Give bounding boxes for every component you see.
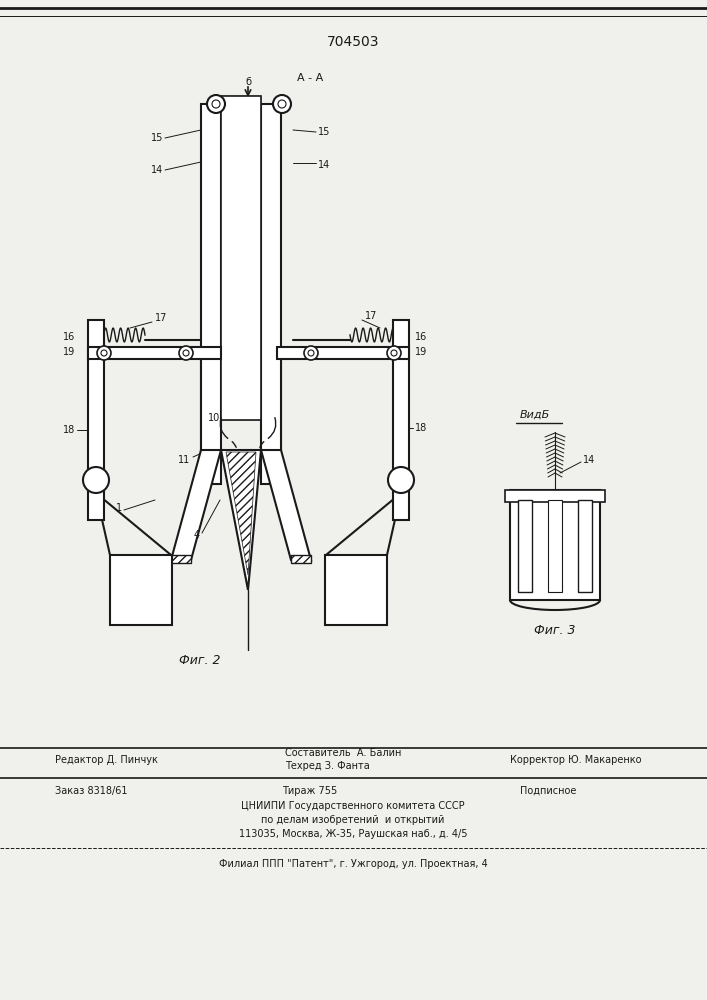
Text: Редактор Д. Пинчук: Редактор Д. Пинчук [55, 755, 158, 765]
Text: 15: 15 [318, 127, 330, 137]
Circle shape [212, 100, 220, 108]
Text: Заказ 8318/61: Заказ 8318/61 [55, 786, 127, 796]
Text: Фиг. 2: Фиг. 2 [180, 654, 221, 666]
Polygon shape [221, 450, 261, 590]
Circle shape [388, 467, 414, 493]
Bar [396, 323, 406, 517]
Text: 4: 4 [194, 530, 200, 540]
Text: 113035, Москва, Ж-35, Раушская наб., д. 4/5: 113035, Москва, Ж-35, Раушская наб., д. … [239, 829, 467, 839]
Circle shape [97, 346, 111, 360]
Circle shape [183, 350, 189, 356]
Bar [91, 323, 101, 517]
Bar [264, 107, 278, 481]
Text: 14: 14 [318, 160, 330, 170]
Text: 18: 18 [63, 425, 75, 435]
Text: 17: 17 [365, 311, 378, 321]
Text: 19: 19 [63, 347, 75, 357]
Circle shape [391, 350, 397, 356]
Bar [221, 96, 261, 420]
Text: Филиал ППП "Патент", г. Ужгород, ул. Проектная, 4: Филиал ППП "Патент", г. Ужгород, ул. Про… [218, 859, 487, 869]
Text: Подписное: Подписное [520, 786, 576, 796]
Text: ВидБ: ВидБ [520, 410, 550, 420]
Text: 18: 18 [415, 423, 427, 433]
Bar [88, 347, 221, 359]
Bar [325, 555, 387, 625]
Polygon shape [226, 452, 256, 575]
Bar [330, 560, 382, 620]
Text: 15: 15 [151, 133, 163, 143]
Circle shape [207, 95, 225, 113]
Text: 17: 17 [155, 313, 168, 323]
Circle shape [308, 350, 314, 356]
Bar [171, 555, 191, 563]
Bar [115, 560, 167, 620]
Circle shape [273, 95, 291, 113]
Text: б: б [245, 77, 251, 87]
Bar [110, 555, 172, 625]
Text: 14: 14 [583, 455, 595, 465]
Circle shape [387, 346, 401, 360]
Text: 704503: 704503 [327, 35, 379, 49]
Text: Составитель  А. Балин: Составитель А. Балин [285, 748, 402, 758]
Bar [221, 96, 261, 420]
Circle shape [101, 350, 107, 356]
Bar [518, 500, 532, 592]
Bar [88, 320, 104, 520]
Bar [201, 104, 221, 484]
Text: 1: 1 [116, 503, 122, 513]
Bar [510, 490, 600, 600]
Text: 14: 14 [151, 165, 163, 175]
Bar [578, 500, 592, 592]
Circle shape [304, 346, 318, 360]
Text: Техред З. Фанта: Техред З. Фанта [285, 761, 370, 771]
Text: Корректор Ю. Макаренко: Корректор Ю. Макаренко [510, 755, 641, 765]
Polygon shape [171, 450, 221, 560]
Text: А - А: А - А [297, 73, 323, 83]
Text: 16: 16 [63, 332, 75, 342]
Bar [505, 490, 605, 502]
Text: 11: 11 [177, 455, 190, 465]
Circle shape [278, 100, 286, 108]
Bar [393, 320, 409, 520]
Polygon shape [261, 450, 311, 560]
Text: 16: 16 [415, 332, 427, 342]
Bar [291, 555, 311, 563]
Text: 10: 10 [208, 413, 221, 423]
Text: Фиг. 3: Фиг. 3 [534, 624, 575, 637]
Bar [277, 347, 409, 359]
Bar [204, 107, 218, 481]
Bar [261, 104, 281, 484]
Text: ЦНИИПИ Государственного комитета СССР: ЦНИИПИ Государственного комитета СССР [241, 801, 464, 811]
Text: 19: 19 [415, 347, 427, 357]
Text: Тираж 755: Тираж 755 [282, 786, 338, 796]
Bar [548, 500, 562, 592]
Text: по делам изобретений  и открытий: по делам изобретений и открытий [262, 815, 445, 825]
Circle shape [83, 467, 109, 493]
Circle shape [179, 346, 193, 360]
